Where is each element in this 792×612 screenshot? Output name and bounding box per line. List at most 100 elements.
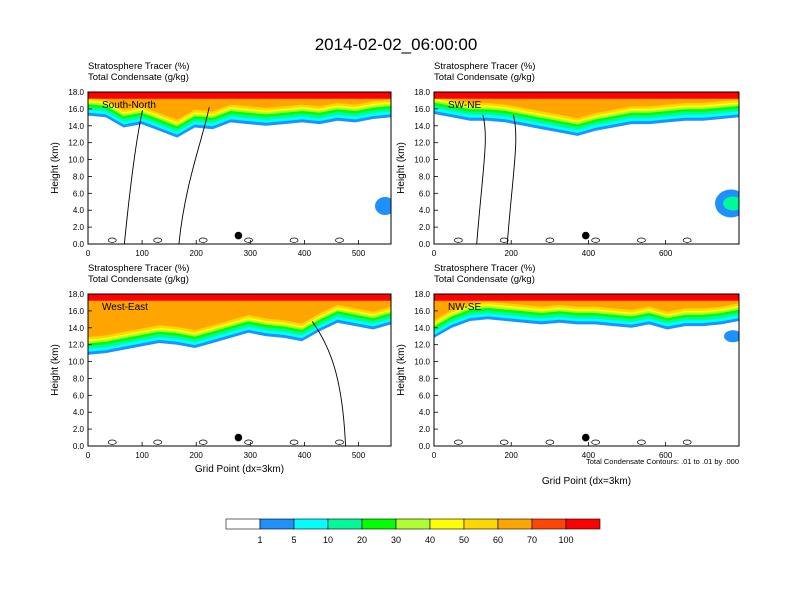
panel-nw-se: Stratosphere Tracer (%)Total Condensate … [396, 263, 740, 460]
y-tick-label: 14.0 [414, 122, 430, 131]
y-tick-label: 8.0 [419, 172, 431, 181]
panel-header-line2: Total Condensate (g/kg) [88, 72, 189, 83]
x-tick-label: 400 [298, 451, 312, 460]
colorbar-swatch [395, 518, 431, 530]
y-tick-label: 12.0 [414, 139, 430, 148]
y-tick-label: 18.0 [68, 290, 84, 299]
colorbar-label: 50 [459, 535, 469, 545]
x-tick-label: 0 [432, 451, 437, 460]
y-tick-label: 16.0 [68, 105, 84, 114]
x-tick-label: 300 [244, 249, 258, 258]
surface-contour-loop [153, 439, 163, 445]
tracer-band-top [434, 294, 739, 301]
tracer-band-top [88, 294, 391, 301]
panel-west-east: Stratosphere Tracer (%)Total Condensate … [50, 263, 392, 460]
surface-contour-loop [289, 237, 299, 243]
y-tick-label: 2.0 [419, 223, 431, 232]
colorbar-label: 70 [527, 535, 537, 545]
surface-contour-loop [637, 237, 646, 243]
colorbar-label: 100 [558, 535, 573, 545]
x-tick-label: 300 [244, 451, 258, 460]
condensate-patch [724, 330, 739, 343]
colorbar-swatch [429, 518, 465, 530]
x-tick-label: 400 [582, 249, 596, 258]
x-tick-label: 600 [659, 249, 673, 258]
y-tick-label: 4.0 [73, 206, 85, 215]
y-tick-label: 6.0 [419, 391, 431, 400]
y-tick-label: 6.0 [419, 189, 431, 198]
condensate-contour-2 [178, 107, 210, 244]
x-axis-label: Grid Point (dx=3km) [195, 464, 284, 475]
contour-note: Total Condensate Contours: .01 to .01 by… [586, 457, 739, 466]
y-tick-label: 12.0 [414, 341, 430, 350]
surface-contour-loop [107, 439, 117, 445]
panel-header-line2: Total Condensate (g/kg) [88, 274, 189, 285]
panels-group: Stratosphere Tracer (%)Total Condensate … [50, 61, 740, 487]
surface-contour-loop [198, 237, 208, 243]
figure-title: 2014-02-02_06:00:00 [315, 35, 478, 54]
panel-header-line2: Total Condensate (g/kg) [434, 274, 535, 285]
surface-contour-loop [637, 439, 646, 445]
y-tick-label: 16.0 [414, 105, 430, 114]
y-tick-label: 0.0 [419, 442, 431, 451]
x-tick-label: 100 [135, 249, 149, 258]
colorbar-swatch [463, 518, 499, 530]
location-marker [581, 231, 590, 240]
y-tick-label: 8.0 [73, 374, 85, 383]
y-tick-label: 6.0 [73, 391, 85, 400]
y-tick-label: 14.0 [414, 324, 430, 333]
y-tick-label: 6.0 [73, 189, 85, 198]
y-tick-label: 14.0 [68, 122, 84, 131]
tracer-band-top [434, 92, 739, 99]
y-tick-label: 4.0 [73, 408, 85, 417]
y-tick-label: 10.0 [414, 156, 430, 165]
colorbar-swatch [531, 518, 567, 530]
x-axis-label: Grid Point (dx=3km) [542, 476, 631, 487]
y-tick-label: 12.0 [68, 139, 84, 148]
surface-contour-loop [289, 439, 299, 445]
y-axis-label: Height (km) [50, 344, 61, 396]
x-tick-label: 200 [190, 451, 204, 460]
x-tick-label: 0 [86, 451, 91, 460]
panel-plot-area [434, 294, 739, 446]
y-tick-label: 18.0 [414, 88, 430, 97]
x-tick-label: 100 [135, 451, 149, 460]
tracer-band-8 [88, 92, 391, 120]
colorbar-swatch [361, 518, 397, 530]
y-axis-label: Height (km) [50, 142, 61, 194]
surface-contour-loop [454, 439, 463, 445]
panel-frame [87, 293, 392, 447]
y-tick-label: 4.0 [419, 206, 431, 215]
panel-frame [433, 91, 740, 245]
surface-contour-loop [545, 439, 555, 445]
x-tick-label: 0 [432, 249, 437, 258]
panel-label: NW-SE [448, 302, 481, 313]
y-tick-label: 0.0 [419, 240, 431, 249]
surface-contour-loop [682, 439, 692, 445]
panel-south-north: Stratosphere Tracer (%)Total Condensate … [50, 61, 392, 258]
y-tick-label: 2.0 [73, 425, 85, 434]
y-tick-label: 10.0 [414, 358, 430, 367]
condensate-contour-2 [506, 114, 517, 244]
panel-sw-ne: Stratosphere Tracer (%)Total Condensate … [396, 61, 740, 258]
x-tick-label: 600 [659, 451, 673, 460]
y-axis-label: Height (km) [396, 142, 407, 194]
tracer-band-8 [88, 294, 391, 338]
panel-header-line1: Stratosphere Tracer (%) [88, 61, 189, 72]
colorbar-label: 10 [323, 535, 333, 545]
colorbar-swatch [497, 518, 533, 530]
surface-contour-loop [335, 439, 344, 445]
panel-frame [87, 91, 392, 245]
surface-contour-loop [545, 237, 555, 243]
location-marker [234, 231, 243, 240]
panel-header-line2: Total Condensate (g/kg) [434, 72, 535, 83]
panel-frame [433, 293, 740, 447]
panel-label: SW-NE [448, 100, 481, 111]
colorbar-label: 60 [493, 535, 503, 545]
surface-contour-loop [682, 237, 692, 243]
y-tick-label: 2.0 [73, 223, 85, 232]
colorbar-label: 1 [257, 535, 262, 545]
y-tick-label: 0.0 [73, 240, 85, 249]
surface-contour-loop [454, 237, 463, 243]
x-tick-label: 200 [190, 249, 204, 258]
